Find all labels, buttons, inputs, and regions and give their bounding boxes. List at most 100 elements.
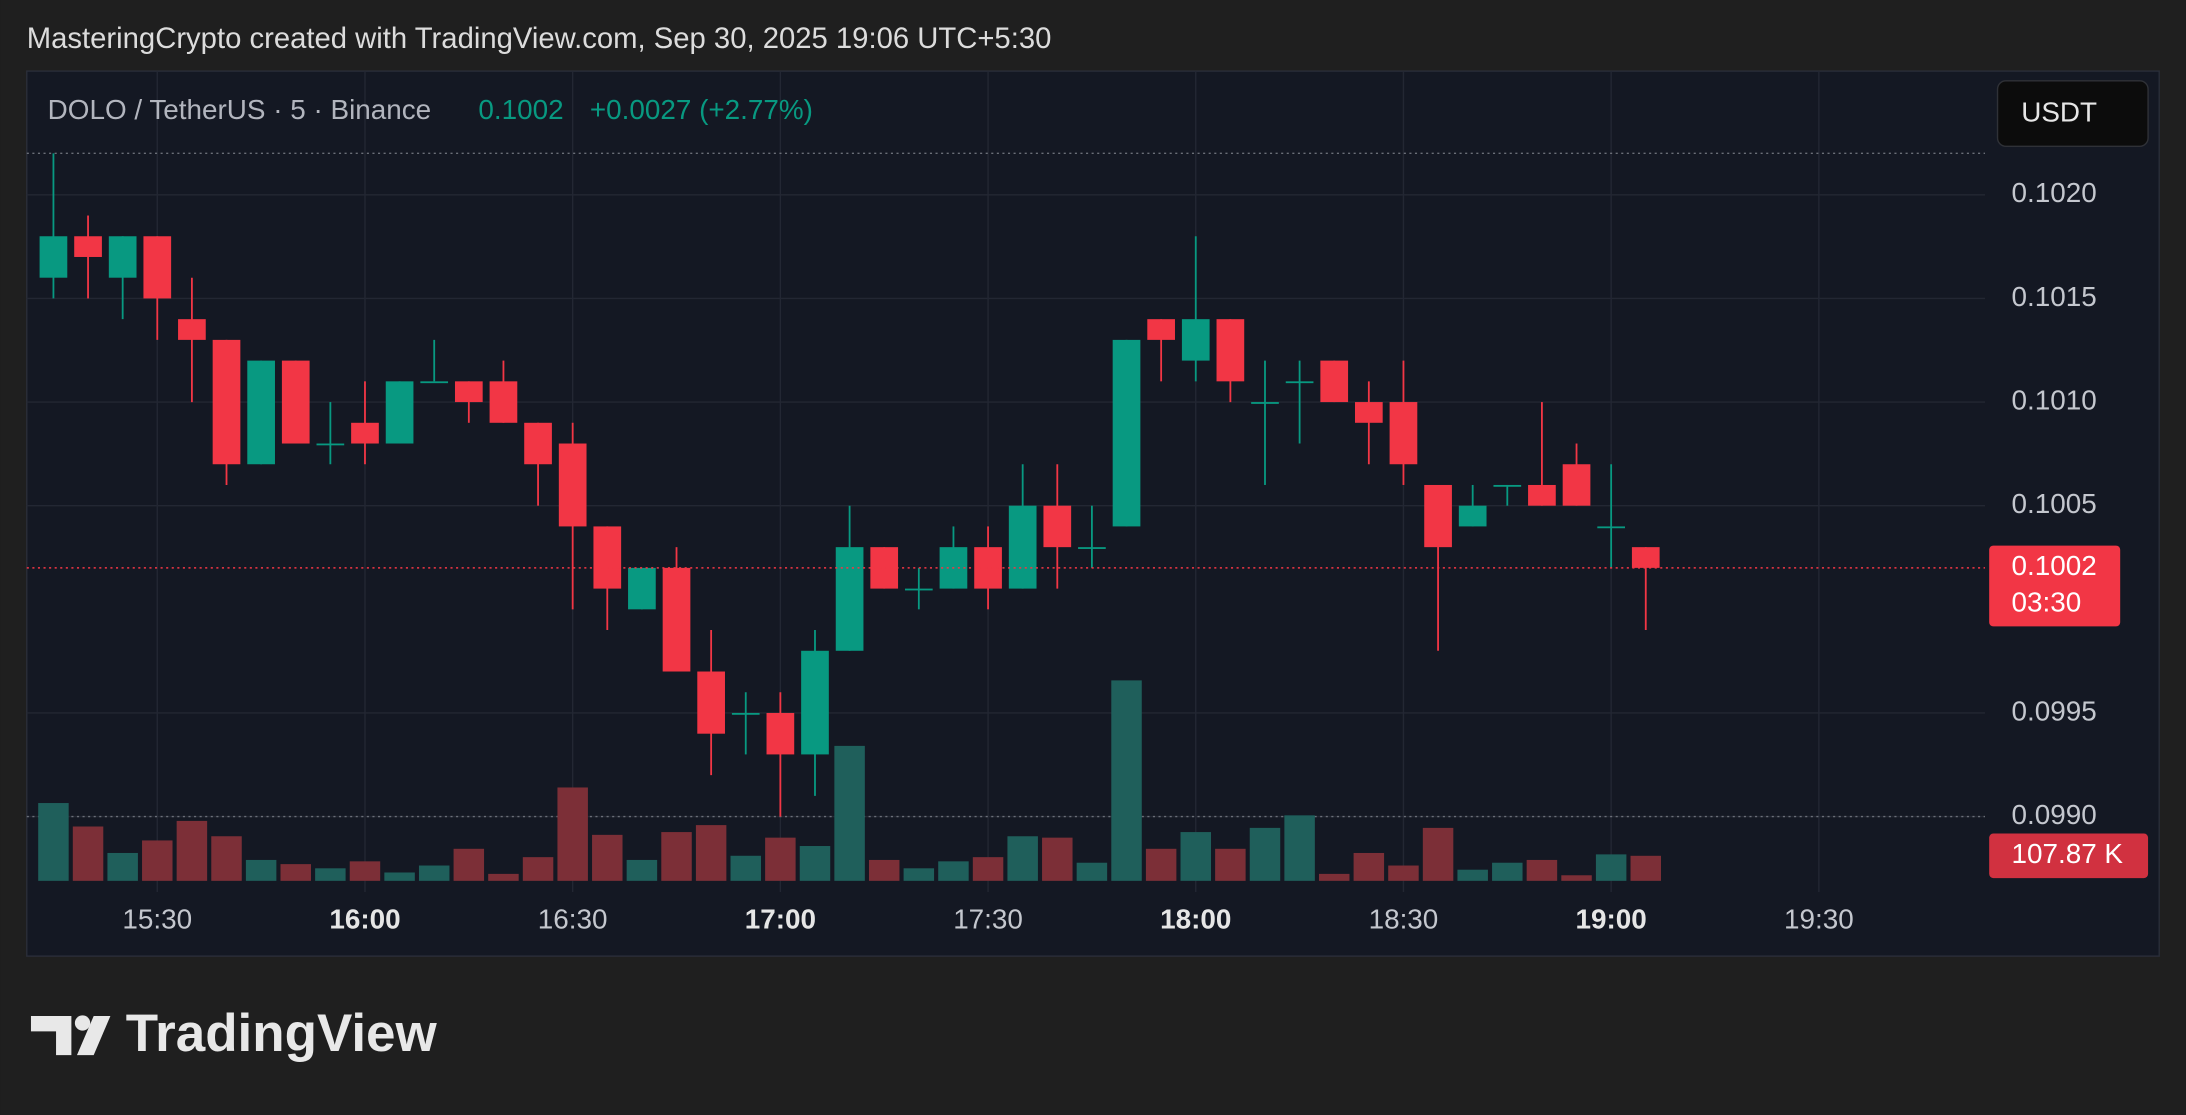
candle-body — [212, 339, 241, 465]
x-tick-label: 17:30 — [953, 904, 1023, 935]
countdown-label: 03:30 — [2011, 586, 2081, 617]
candle-body — [1528, 484, 1556, 506]
candle-body — [697, 671, 725, 734]
candle-body — [1562, 464, 1591, 506]
volume-bar — [1180, 832, 1211, 881]
x-tick-label: 16:00 — [329, 904, 400, 935]
volume-bar — [1526, 859, 1558, 881]
footer-logo: TradingView — [30, 1004, 437, 1063]
volume-bar — [1353, 852, 1385, 881]
x-tick-label: 17:00 — [745, 904, 816, 935]
candle-body — [628, 567, 656, 610]
candle-body — [1078, 547, 1106, 549]
x-tick-label: 15:30 — [122, 904, 192, 935]
volume-bar — [488, 873, 519, 881]
legend-change: +0.0027 (+2.77%) — [590, 94, 813, 125]
volume-bar — [661, 832, 692, 881]
x-tick-label: 16:30 — [538, 904, 608, 935]
volume-bar — [211, 836, 242, 881]
volume-bar — [1215, 848, 1246, 881]
volume-bar — [107, 852, 138, 881]
candle-body — [1181, 319, 1210, 361]
volume-bar — [1630, 855, 1662, 881]
candle-body — [835, 547, 864, 651]
candle-body — [766, 712, 795, 755]
volume-bar — [903, 868, 935, 881]
candle-body — [385, 381, 414, 444]
candle-body — [1458, 505, 1487, 527]
currency-button[interactable]: USDT — [1996, 80, 2149, 148]
candle-body — [731, 712, 760, 715]
volume-bar — [592, 834, 623, 881]
logo-slash — [76, 1016, 111, 1056]
candle-body — [1631, 547, 1660, 568]
candle-body — [74, 236, 102, 257]
volume-bar — [938, 861, 969, 881]
plot — [26, 71, 1985, 892]
candle-body — [801, 650, 829, 755]
currency-button-bg[interactable] — [1996, 80, 2149, 148]
x-tick-label: 18:00 — [1160, 904, 1231, 935]
candle-body — [1112, 339, 1141, 527]
volume-bar — [834, 745, 865, 881]
x-tick-label: 18:30 — [1369, 904, 1439, 935]
candle-body — [489, 381, 518, 423]
candle-body — [524, 422, 552, 465]
x-tick-label: 19:30 — [1784, 904, 1854, 935]
candle-body — [662, 567, 691, 672]
candle-body — [1493, 484, 1522, 487]
candle-body — [247, 360, 275, 465]
candle-body — [1320, 360, 1349, 403]
candle-body — [316, 443, 345, 446]
volume-bar — [1111, 680, 1142, 881]
volume-bar — [1457, 869, 1488, 881]
volume-bar — [730, 855, 761, 881]
volume-bar — [1422, 827, 1454, 881]
volume-label: 107.87 K — [2011, 838, 2123, 869]
volume-bar — [1284, 815, 1315, 881]
candle-body — [108, 236, 137, 278]
y-tick-label: 0.0995 — [2011, 695, 2096, 726]
symbol: DOLO / TetherUS · 5 · Binance — [48, 94, 432, 125]
candle-body — [39, 236, 68, 278]
volume-bar — [384, 872, 415, 881]
candle-body — [1251, 402, 1279, 404]
candle-body — [351, 422, 379, 444]
y-tick-label: 0.1010 — [2011, 384, 2096, 415]
candle-body — [1147, 319, 1175, 340]
volume-bar — [765, 837, 796, 881]
candle-body — [1043, 505, 1072, 548]
volume-bar — [1007, 836, 1038, 881]
currency-label[interactable]: USDT — [2021, 97, 2097, 128]
volume-bar — [1076, 862, 1108, 881]
candle-body — [558, 443, 587, 527]
candle-body — [593, 526, 622, 589]
header: MasteringCrypto created with TradingView… — [27, 23, 1052, 55]
volume-bar — [280, 864, 311, 881]
y-tick-label: 0.0990 — [2011, 799, 2096, 830]
price-label-bg — [1989, 545, 2121, 627]
volume-bar — [1042, 837, 1073, 881]
legend-price: 0.1002 — [478, 94, 563, 125]
volume-bar — [1249, 827, 1281, 881]
candle-body — [178, 319, 206, 340]
volume-bar — [453, 848, 485, 881]
candle-body — [904, 588, 933, 591]
x-tick-label: 19:00 — [1576, 904, 1647, 935]
candle-body — [1285, 381, 1314, 384]
volume-bar — [142, 840, 173, 881]
volume-bar — [1561, 875, 1592, 881]
y-tick-label: 0.1005 — [2011, 488, 2096, 519]
logo-dot — [74, 1015, 91, 1031]
volume-bar — [1145, 848, 1177, 881]
volume-bar — [626, 859, 658, 881]
candle-body — [420, 381, 449, 384]
volume-bar — [1318, 873, 1350, 881]
volume-bar — [349, 861, 381, 881]
volume-bar — [38, 803, 69, 881]
candle-body — [1424, 484, 1452, 548]
volume-bar — [557, 787, 588, 881]
volume-bar — [315, 868, 346, 881]
